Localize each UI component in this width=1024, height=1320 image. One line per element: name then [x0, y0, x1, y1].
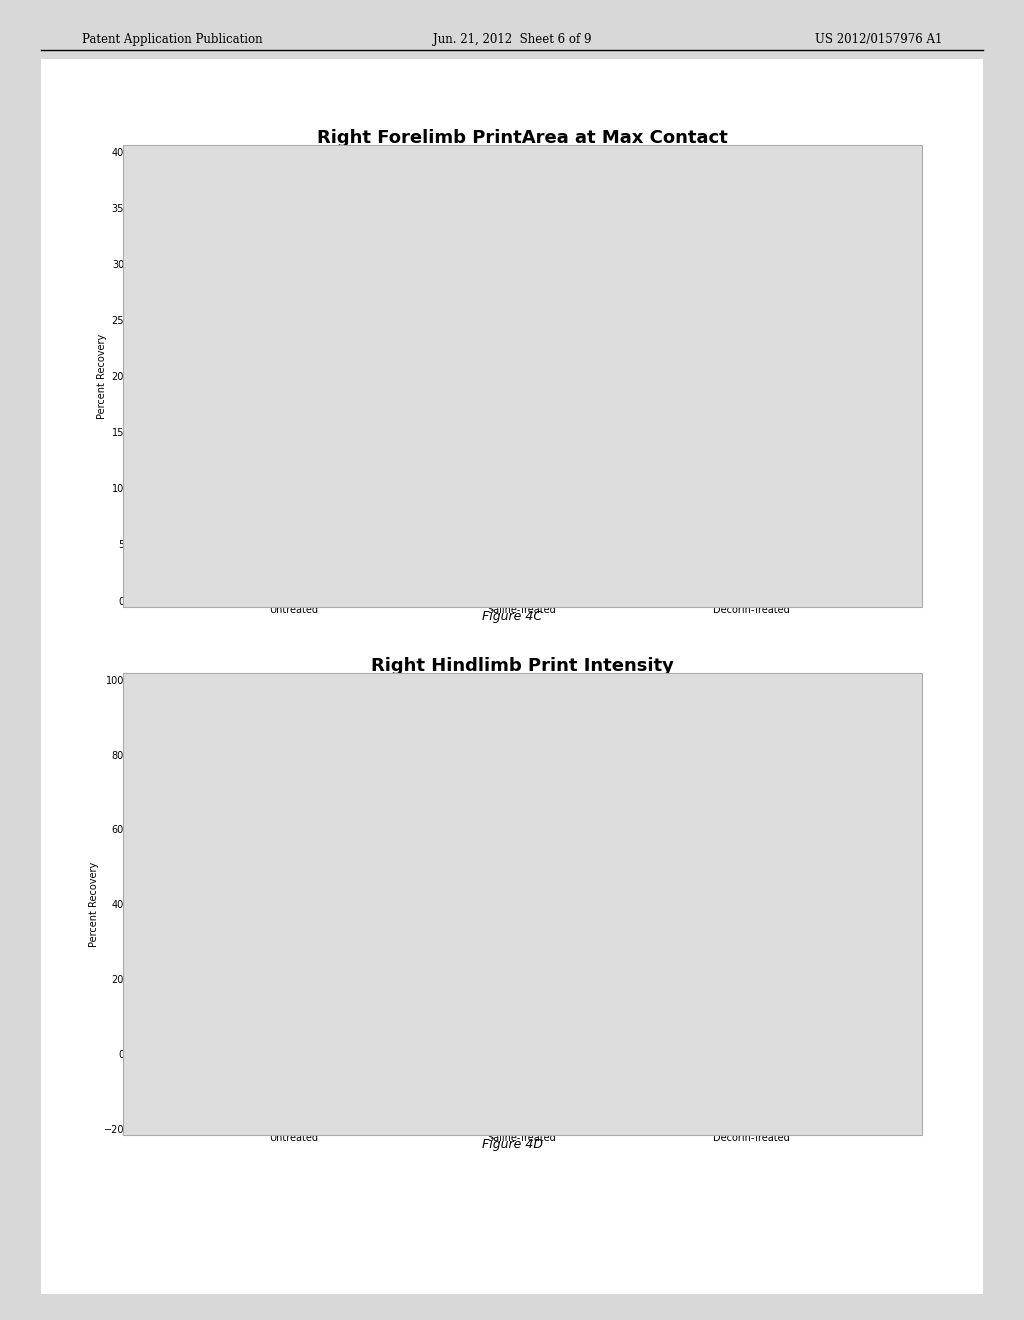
- Text: Figure 4C: Figure 4C: [482, 610, 542, 623]
- Y-axis label: Percent Recovery: Percent Recovery: [97, 334, 108, 418]
- Text: Jun. 21, 2012  Sheet 6 of 9: Jun. 21, 2012 Sheet 6 of 9: [433, 33, 591, 46]
- Y-axis label: Percent Recovery: Percent Recovery: [89, 862, 99, 946]
- Bar: [248, 1053, 339, 1065]
- Text: *: *: [748, 174, 755, 187]
- Text: US 2012/0157976 A1: US 2012/0157976 A1: [815, 33, 942, 46]
- Bar: [476, 1028, 568, 1053]
- Bar: [706, 725, 797, 1053]
- Bar: [706, 194, 797, 601]
- Text: Untreated: Untreated: [272, 1086, 314, 1096]
- Bar: [248, 441, 339, 601]
- Title: Right Hindlimb Print Intensity: Right Hindlimb Print Intensity: [371, 657, 674, 676]
- Text: Patent Application Publication: Patent Application Publication: [82, 33, 262, 46]
- Title: Right Forelimb PrintArea at Max Contact: Right Forelimb PrintArea at Max Contact: [316, 129, 728, 148]
- Text: Figure 4D: Figure 4D: [481, 1138, 543, 1151]
- Bar: [476, 273, 568, 601]
- Text: *: *: [748, 705, 755, 718]
